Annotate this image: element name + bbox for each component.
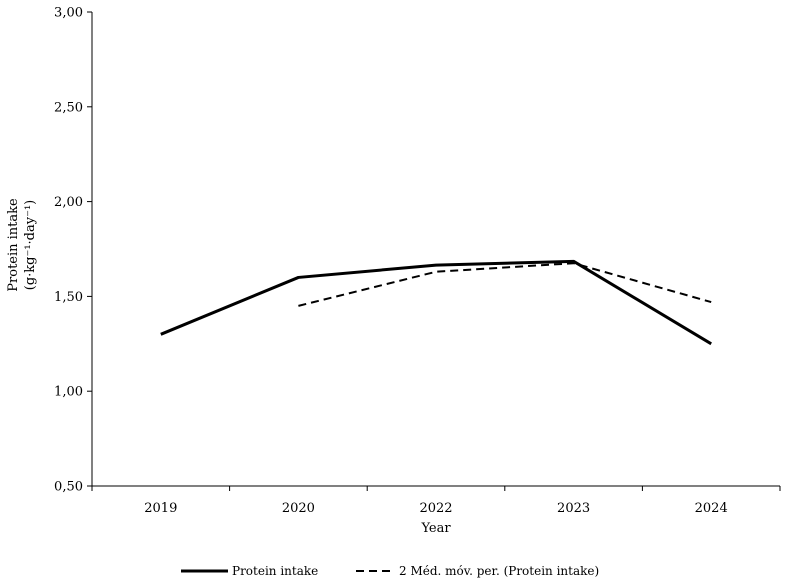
- x-tick-label: 2023: [557, 501, 590, 516]
- y-tick-label: 1,50: [54, 290, 83, 305]
- y-tick-label: 3,00: [54, 6, 83, 21]
- legend-label-protein-intake: Protein intake: [232, 564, 318, 578]
- y-tick-label: 2,00: [54, 195, 83, 210]
- x-axis-title: Year: [420, 521, 451, 536]
- x-tick-group: 2019 2020 2022 2023 2024: [91, 486, 781, 516]
- series-line-moving-average: [298, 262, 712, 307]
- y-tick-label: 0,50: [54, 480, 83, 495]
- y-tick-label: 1,00: [54, 385, 83, 400]
- series-group: [160, 259, 712, 346]
- legend-label-moving-average: 2 Méd. móv. per. (Protein intake): [399, 564, 599, 578]
- y-axis-title-line1: Protein intake: [6, 198, 21, 292]
- y-axis-title-line2: (g·kg⁻¹·day⁻¹): [23, 200, 38, 291]
- x-tick-label: 2019: [144, 501, 177, 516]
- y-tick-label: 2,50: [54, 100, 83, 115]
- series-line-protein-intake: [160, 259, 712, 346]
- x-tick-label: 2024: [695, 501, 728, 516]
- legend: Protein intake 2 Méd. móv. per. (Protein…: [181, 564, 599, 578]
- y-tick-group: 0,50 1,00 1,50 2,00 2,50 3,00: [54, 6, 92, 495]
- x-tick-label: 2020: [282, 501, 315, 516]
- x-tick-label: 2022: [419, 501, 452, 516]
